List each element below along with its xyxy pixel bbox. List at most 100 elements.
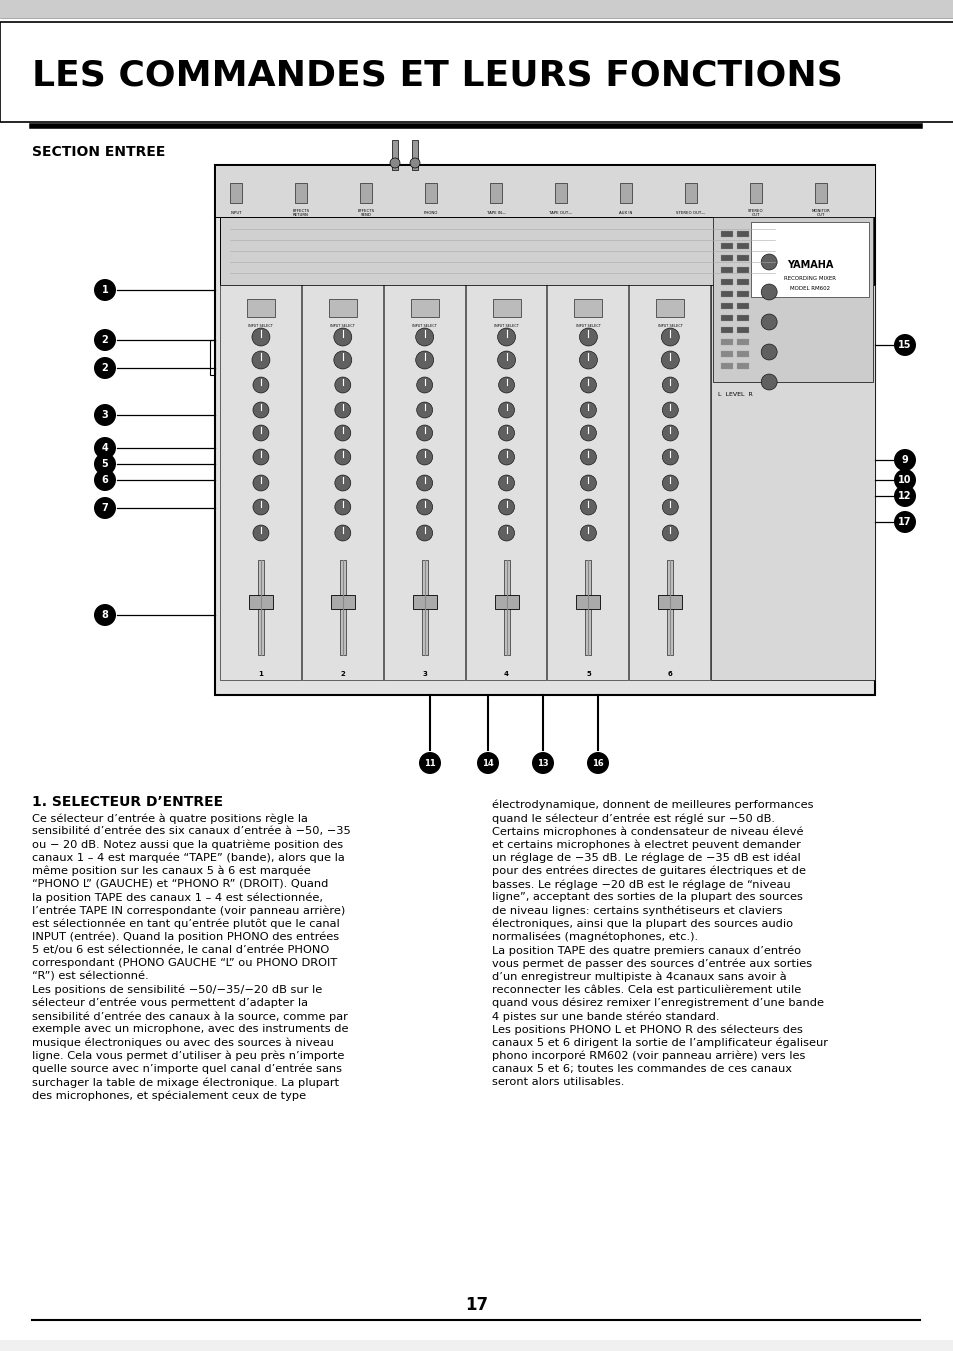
- Bar: [737, 351, 748, 357]
- Bar: [737, 315, 748, 322]
- Circle shape: [760, 313, 777, 330]
- Bar: [737, 303, 748, 309]
- Circle shape: [94, 469, 116, 490]
- Bar: [214, 165, 874, 694]
- Bar: [737, 339, 748, 345]
- Bar: [713, 218, 872, 382]
- Circle shape: [253, 476, 269, 490]
- Bar: [574, 299, 601, 317]
- Text: 16: 16: [592, 758, 603, 767]
- Circle shape: [94, 436, 116, 459]
- Circle shape: [416, 426, 433, 440]
- Text: canaux 5 et 6 dirigent la sortie de l’amplificateur égaliseur: canaux 5 et 6 dirigent la sortie de l’am…: [492, 1038, 827, 1048]
- Text: INPUT SELECT: INPUT SELECT: [494, 324, 518, 328]
- Text: 6: 6: [102, 476, 109, 485]
- Text: canaux 1 – 4 est marquée “TAPE” (bande), alors que la: canaux 1 – 4 est marquée “TAPE” (bande),…: [32, 852, 344, 863]
- Bar: [0, 22, 953, 122]
- Circle shape: [335, 526, 351, 540]
- Text: d’un enregistreur multipiste à 4canaux sans avoir à: d’un enregistreur multipiste à 4canaux s…: [492, 971, 786, 982]
- Circle shape: [94, 280, 116, 301]
- Text: 11: 11: [424, 758, 436, 767]
- Text: 1: 1: [258, 671, 263, 677]
- Text: vous permet de passer des sources d’entrée aux sorties: vous permet de passer des sources d’entr…: [492, 958, 811, 969]
- Circle shape: [661, 476, 678, 490]
- Bar: [720, 327, 733, 332]
- Circle shape: [94, 604, 116, 626]
- Text: INPUT: INPUT: [230, 211, 241, 215]
- Bar: [814, 182, 826, 203]
- Circle shape: [660, 328, 679, 346]
- Bar: [585, 561, 591, 655]
- Circle shape: [335, 426, 351, 440]
- Text: 4: 4: [102, 443, 109, 453]
- Text: 10: 10: [898, 476, 911, 485]
- Text: 3: 3: [102, 409, 109, 420]
- Text: la position TAPE des canaux 1 – 4 est sélectionnée,: la position TAPE des canaux 1 – 4 est sé…: [32, 892, 323, 902]
- Circle shape: [416, 499, 433, 515]
- Text: 7: 7: [102, 503, 109, 513]
- Bar: [247, 299, 274, 317]
- Bar: [750, 222, 868, 297]
- Circle shape: [94, 330, 116, 351]
- Text: quand vous désirez remixer l’enregistrement d’une bande: quand vous désirez remixer l’enregistrem…: [492, 998, 823, 1008]
- Text: 3: 3: [422, 671, 427, 677]
- Circle shape: [335, 476, 351, 490]
- Text: pour des entrées directes de guitares électriques et de: pour des entrées directes de guitares él…: [492, 866, 805, 877]
- Bar: [547, 285, 628, 680]
- Text: 4: 4: [503, 671, 509, 677]
- Circle shape: [661, 449, 678, 465]
- Circle shape: [578, 351, 597, 369]
- Text: l’entrée TAPE IN correspondante (voir panneau arrière): l’entrée TAPE IN correspondante (voir pa…: [32, 905, 345, 916]
- Circle shape: [410, 158, 419, 168]
- Circle shape: [498, 499, 514, 515]
- Circle shape: [760, 345, 777, 359]
- Text: quand le sélecteur d’entrée est réglé sur −50 dB.: quand le sélecteur d’entrée est réglé su…: [492, 813, 774, 824]
- Bar: [720, 351, 733, 357]
- Circle shape: [660, 351, 679, 369]
- Text: ligne”, acceptant des sorties de la plupart des sources: ligne”, acceptant des sorties de la plup…: [492, 893, 802, 902]
- Text: L  LEVEL  R: L LEVEL R: [718, 392, 752, 396]
- Circle shape: [498, 449, 514, 465]
- Circle shape: [579, 403, 596, 417]
- Text: 13: 13: [537, 758, 548, 767]
- Circle shape: [579, 476, 596, 490]
- Circle shape: [579, 499, 596, 515]
- Circle shape: [661, 499, 678, 515]
- Bar: [410, 299, 438, 317]
- Circle shape: [760, 284, 777, 300]
- Text: INPUT (entrée). Quand la position PHONO des entrées: INPUT (entrée). Quand la position PHONO …: [32, 932, 338, 942]
- Bar: [383, 285, 464, 680]
- Circle shape: [497, 328, 515, 346]
- Text: 5: 5: [585, 671, 590, 677]
- Bar: [220, 285, 300, 680]
- Bar: [619, 182, 631, 203]
- Bar: [421, 561, 427, 655]
- Bar: [656, 299, 683, 317]
- Circle shape: [661, 426, 678, 440]
- Circle shape: [253, 426, 269, 440]
- Bar: [490, 182, 501, 203]
- Text: 1. SELECTEUR D’ENTREE: 1. SELECTEUR D’ENTREE: [32, 794, 223, 809]
- Bar: [294, 182, 307, 203]
- Circle shape: [94, 497, 116, 519]
- Circle shape: [579, 377, 596, 393]
- Text: AUX IN: AUX IN: [618, 211, 632, 215]
- Text: un réglage de −35 dB. Le réglage de −35 dB est idéal: un réglage de −35 dB. Le réglage de −35 …: [492, 852, 800, 863]
- Bar: [666, 561, 673, 655]
- Bar: [737, 363, 748, 369]
- Bar: [749, 182, 761, 203]
- Circle shape: [390, 158, 399, 168]
- Text: 2: 2: [340, 671, 345, 677]
- Text: quelle source avec n’importe quel canal d’entrée sans: quelle source avec n’importe quel canal …: [32, 1063, 341, 1074]
- Text: surchager la table de mixage électronique. La plupart: surchager la table de mixage électroniqu…: [32, 1077, 338, 1088]
- Circle shape: [335, 377, 351, 393]
- Text: même position sur les canaux 5 à 6 est marquée: même position sur les canaux 5 à 6 est m…: [32, 866, 311, 877]
- Text: MODEL RM602: MODEL RM602: [789, 286, 829, 292]
- Bar: [576, 594, 599, 609]
- Text: INPUT SELECT: INPUT SELECT: [330, 324, 355, 328]
- Bar: [0, 0, 953, 18]
- Bar: [503, 561, 509, 655]
- Bar: [720, 363, 733, 369]
- Text: “PHONO L” (GAUCHE) et “PHONO R” (DROIT). Quand: “PHONO L” (GAUCHE) et “PHONO R” (DROIT).…: [32, 880, 328, 889]
- Circle shape: [476, 753, 498, 774]
